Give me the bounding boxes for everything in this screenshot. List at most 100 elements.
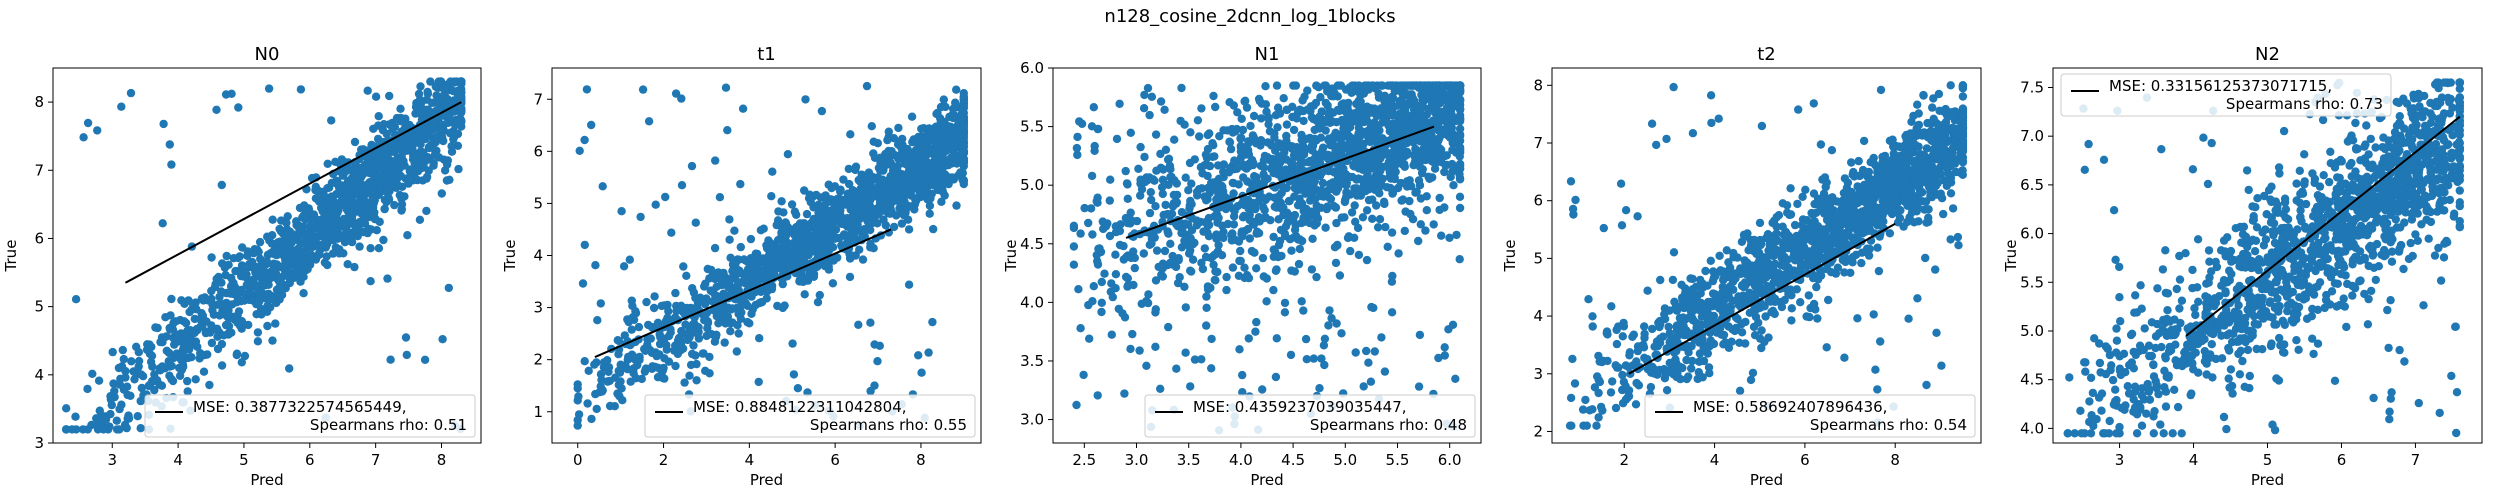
data-point [1112,134,1122,144]
data-point [1364,358,1373,367]
data-point [71,295,81,304]
data-point [625,255,634,264]
data-point [1375,215,1385,224]
data-point [1250,182,1260,191]
data-point [1282,183,1291,193]
data-point [1136,179,1145,188]
data-point [1085,334,1094,343]
data-point [904,280,914,289]
y-tick-label: 1 [533,403,543,421]
data-point [196,350,205,359]
x-tick-label: 6 [305,451,315,469]
data-point [1333,105,1343,115]
data-point [689,288,699,297]
data-point [886,209,895,218]
data-point [1298,96,1307,105]
data-point [1128,329,1137,339]
data-point [1146,188,1156,197]
data-point [1447,159,1457,169]
data-point [679,262,688,271]
data-point [1395,96,1405,106]
y-tick-label: 4 [533,247,543,265]
data-point [1358,213,1368,222]
data-point [220,263,230,272]
data-point [936,114,945,123]
data-point [1294,259,1304,269]
data-point [61,425,71,434]
data-point [268,231,277,240]
data-point [243,251,252,260]
data-point [349,229,359,239]
data-point [1291,148,1300,157]
data-point [1259,163,1269,172]
data-point [117,102,126,111]
data-point [1378,174,1387,183]
data-point [1621,206,1631,215]
data-point [951,98,960,107]
data-point [1225,137,1234,146]
data-point [677,181,687,190]
data-point [703,324,712,333]
data-point [1794,105,1803,114]
data-point [1310,221,1319,230]
data-point [691,218,700,227]
data-point [1325,179,1335,189]
data-point [191,337,201,346]
data-point [338,194,347,203]
data-point [1238,388,1247,397]
data-point [825,212,835,221]
data-point [947,132,956,141]
x-tick-label: 7 [371,451,381,469]
data-point [1373,223,1383,232]
data-point [1360,160,1370,169]
data-point [1798,192,1807,201]
data-point [339,232,348,241]
data-point [1107,330,1117,339]
data-point [427,98,437,108]
data-point [1348,172,1357,182]
data-point [335,186,344,196]
data-point [450,78,459,87]
data-point [1320,81,1329,90]
data-point [767,281,777,290]
data-point [1287,266,1296,275]
data-point [1074,285,1083,294]
data-point [1426,134,1435,143]
legend-box [1144,394,1476,438]
data-point [1350,233,1359,242]
data-point [269,248,278,257]
data-point [794,240,803,249]
data-point [685,371,694,380]
data-point [603,377,613,386]
data-point [1073,150,1082,160]
data-point [1414,236,1423,246]
data-point [1238,213,1248,222]
data-point [918,140,927,150]
data-point [686,360,696,370]
data-point [705,352,714,362]
data-point [1396,178,1406,188]
data-point [777,263,786,273]
data-point [736,242,745,252]
data-point [158,362,167,371]
data-point [1080,203,1089,213]
data-point [142,345,152,354]
data-point [321,243,330,252]
data-point [1105,196,1115,205]
data-point [1316,93,1325,102]
data-point [1262,297,1271,306]
data-point [619,262,629,271]
data-point [252,299,261,309]
data-point [246,281,256,291]
data-point [1405,196,1414,206]
data-point [890,151,899,160]
data-point [253,337,263,346]
data-point [1295,244,1305,254]
y-axis-label: True [2,240,20,273]
data-point [1351,348,1360,357]
data-point [603,356,612,365]
y-tick-label: 4 [34,366,44,384]
data-point [1130,263,1140,273]
data-point [1453,92,1462,101]
data-point [1437,231,1446,240]
